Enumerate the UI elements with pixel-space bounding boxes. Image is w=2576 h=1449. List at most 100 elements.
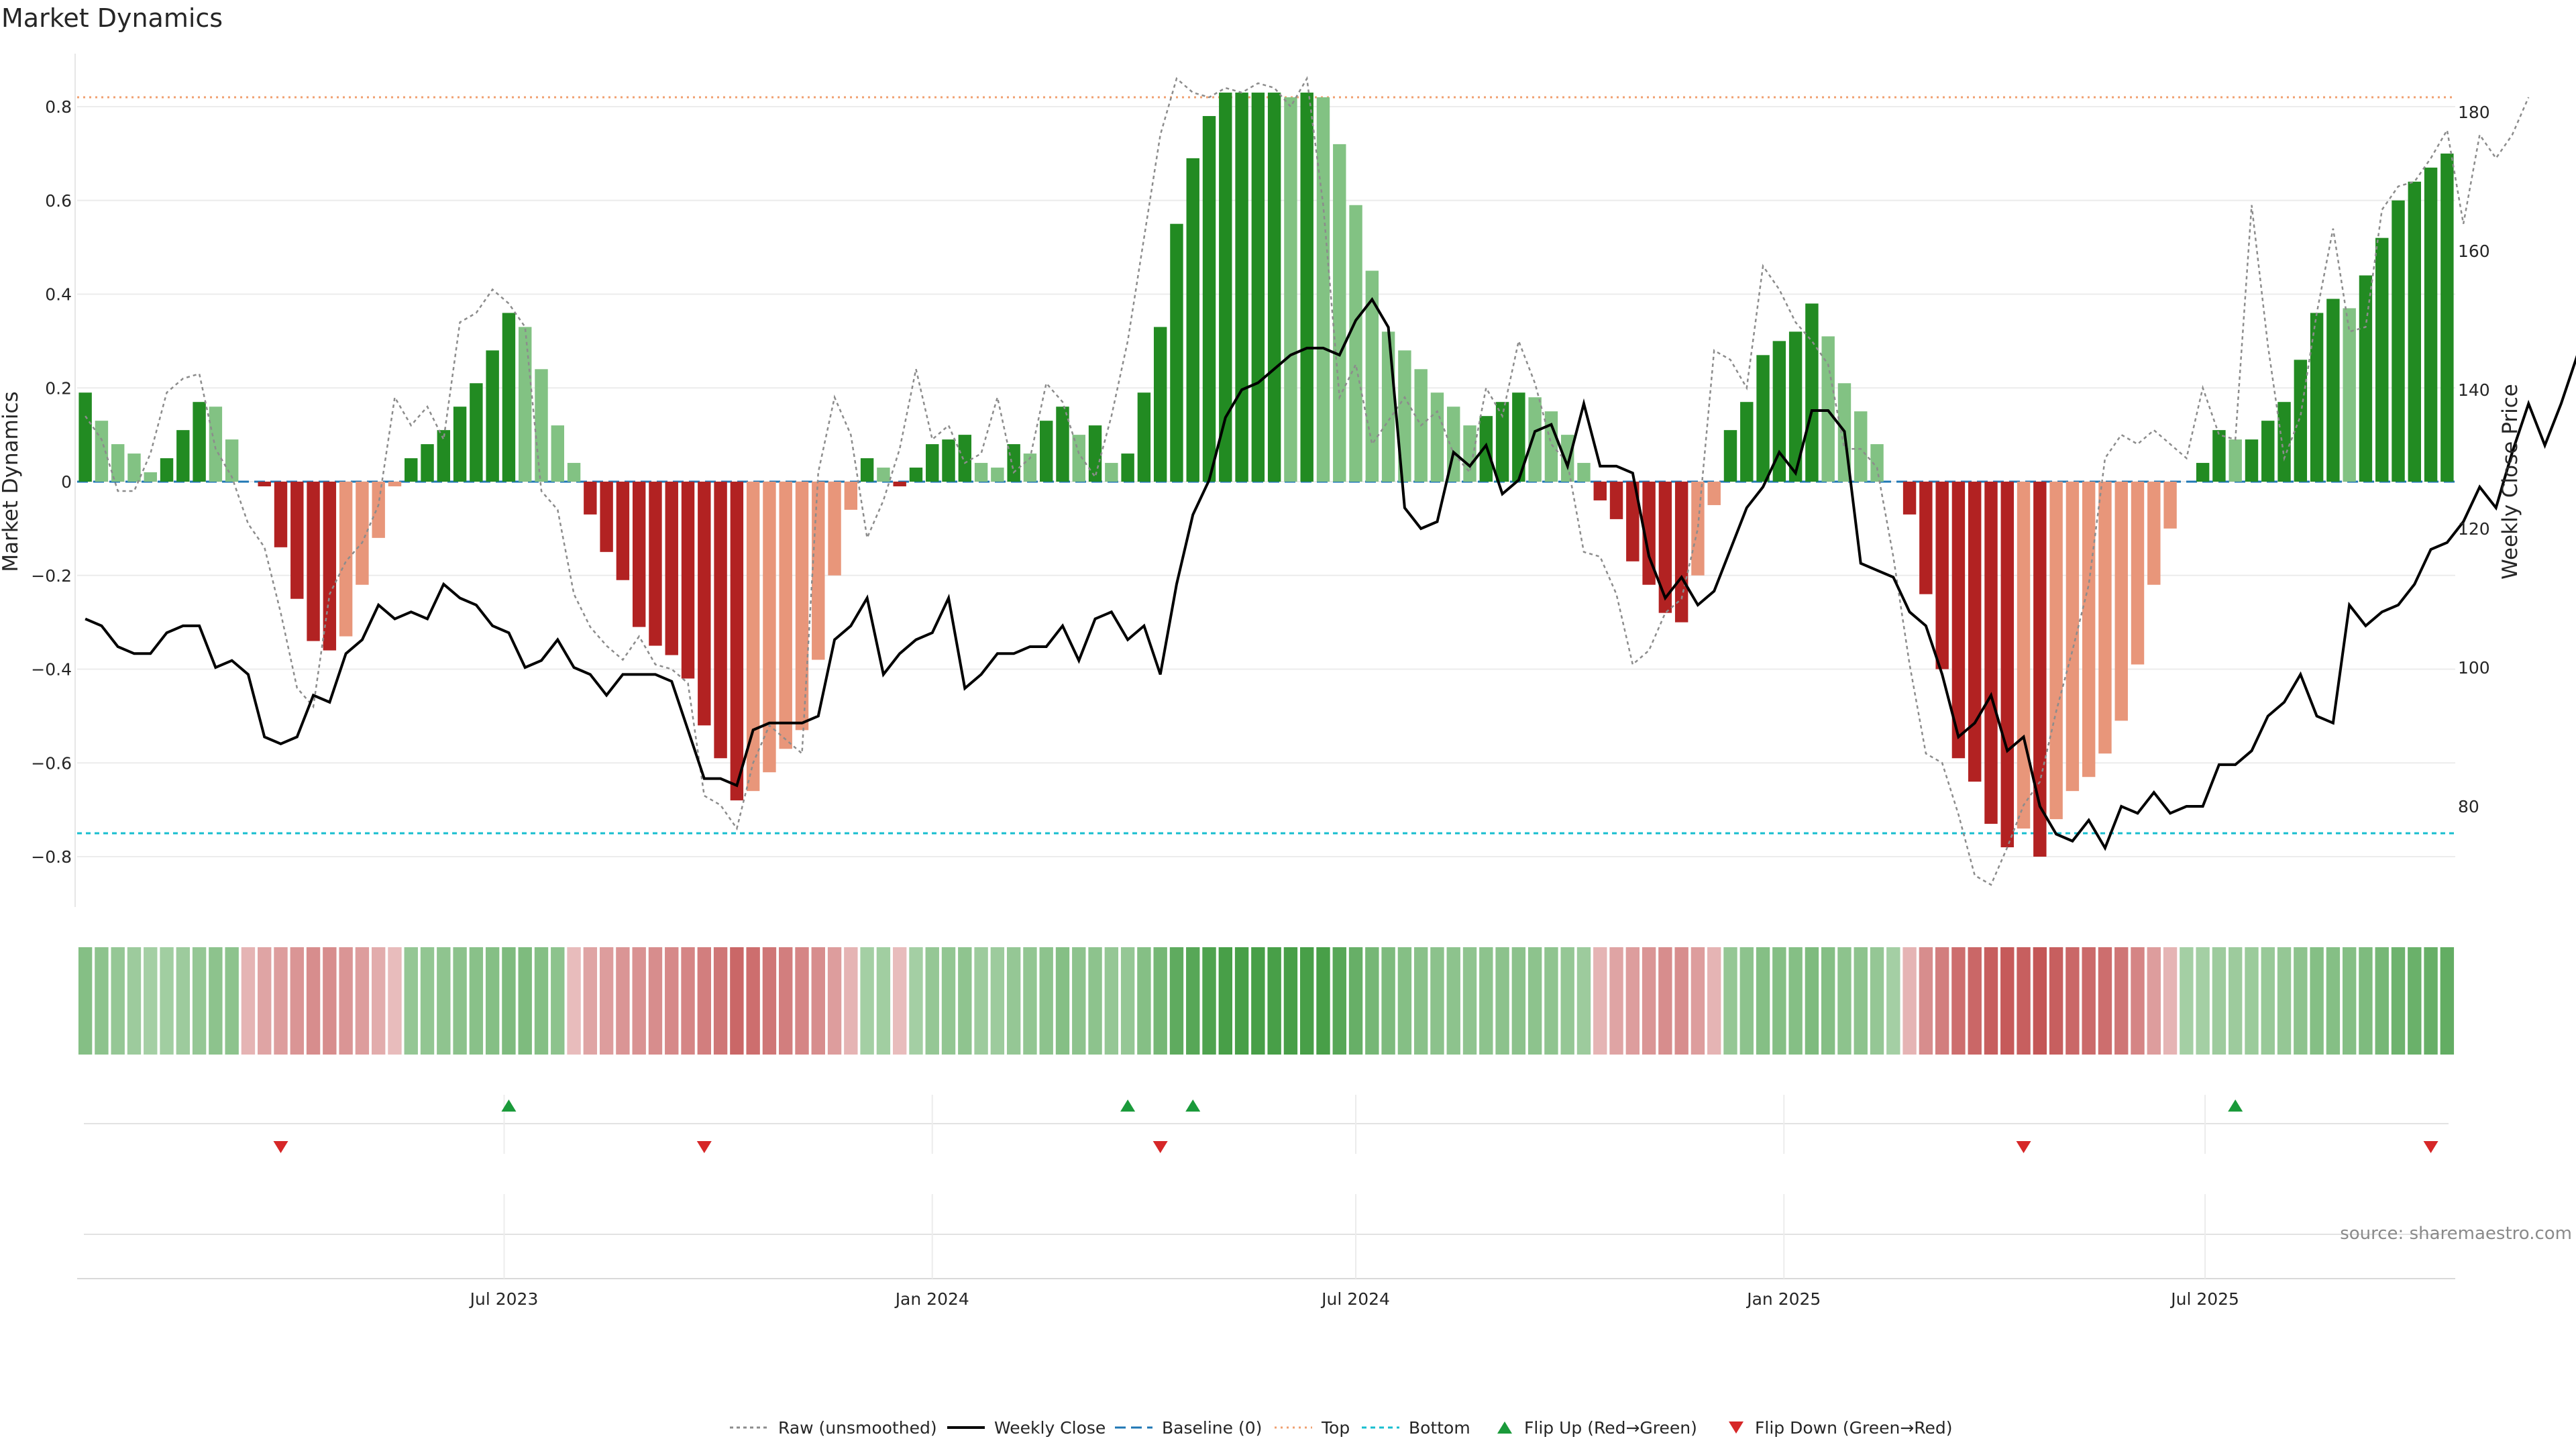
strip-cell bbox=[2131, 947, 2145, 1055]
strip-cell bbox=[355, 947, 370, 1055]
market-dynamics-bar bbox=[632, 482, 646, 627]
market-dynamics-bar bbox=[2245, 439, 2259, 482]
market-dynamics-bar bbox=[1658, 482, 1672, 613]
strip-cell bbox=[420, 947, 435, 1055]
strip-cell bbox=[1169, 947, 1184, 1055]
market-dynamics-bar bbox=[567, 463, 581, 482]
strip-cell bbox=[2310, 947, 2324, 1055]
flip-up-marker bbox=[2228, 1099, 2243, 1112]
market-dynamics-bar bbox=[763, 482, 776, 773]
strip-cell bbox=[1984, 947, 1998, 1055]
market-dynamics-bar bbox=[1284, 97, 1297, 482]
market-dynamics-bar bbox=[1316, 97, 1330, 482]
market-dynamics-bar bbox=[1039, 421, 1053, 482]
strip-cell bbox=[437, 947, 451, 1055]
strip-cell bbox=[2440, 947, 2455, 1055]
strip-cell bbox=[1251, 947, 1265, 1055]
strip-cell bbox=[2033, 947, 2047, 1055]
strip-cell bbox=[1658, 947, 1672, 1055]
strip-cell bbox=[1642, 947, 1656, 1055]
market-dynamics-bar bbox=[2147, 482, 2161, 585]
strip-cell bbox=[1756, 947, 1770, 1055]
strip-cell bbox=[1739, 947, 1754, 1055]
strip-cell bbox=[1381, 947, 1395, 1055]
flip-down-marker bbox=[1152, 1141, 1168, 1153]
market-dynamics-bar bbox=[2049, 482, 2063, 820]
strip-cell bbox=[1104, 947, 1119, 1055]
market-dynamics-bar bbox=[1772, 341, 1786, 482]
market-dynamics-bar bbox=[2408, 181, 2422, 482]
market-dynamics-bar bbox=[1235, 93, 1248, 482]
strip-cell bbox=[567, 947, 581, 1055]
market-dynamics-bar bbox=[584, 482, 597, 515]
strip-cell bbox=[1919, 947, 1933, 1055]
market-dynamics-bar bbox=[356, 482, 369, 585]
market-dynamics-bar bbox=[1023, 453, 1037, 482]
market-dynamics-bar bbox=[209, 407, 223, 482]
strip-cell bbox=[2049, 947, 2063, 1055]
strip-cell bbox=[2408, 947, 2422, 1055]
strip-cell bbox=[795, 947, 809, 1055]
strip-cell bbox=[1137, 947, 1151, 1055]
strip-cell bbox=[1511, 947, 1526, 1055]
market-dynamics-bar bbox=[1105, 463, 1118, 482]
strip-cell bbox=[551, 947, 565, 1055]
strip-cell bbox=[1462, 947, 1477, 1055]
flip-down-marker bbox=[696, 1141, 712, 1153]
market-dynamics-bar bbox=[2163, 482, 2177, 529]
market-dynamics-bar bbox=[2392, 200, 2405, 482]
market-dynamics-bar bbox=[193, 402, 206, 482]
strip-cell bbox=[1935, 947, 1949, 1055]
legend-label: Flip Up (Red→Green) bbox=[1524, 1418, 1697, 1438]
y-left-tick-label: 0.6 bbox=[45, 191, 72, 211]
strip-cell bbox=[1527, 947, 1542, 1055]
raw-unsmoothed-line bbox=[85, 76, 2530, 886]
market-dynamics-bar bbox=[1788, 331, 1803, 482]
market-dynamics-bar bbox=[176, 430, 190, 482]
weekly-close-line bbox=[85, 297, 2576, 851]
strip-cell bbox=[1707, 947, 1721, 1055]
market-dynamics-bar bbox=[2440, 153, 2454, 482]
market-dynamics-bar bbox=[535, 369, 548, 482]
strip-cell bbox=[1006, 947, 1021, 1055]
legend-label: Weekly Close bbox=[994, 1418, 1106, 1438]
market-dynamics-bar bbox=[2017, 482, 2031, 829]
market-dynamics-bar bbox=[453, 407, 467, 482]
market-dynamics-bar bbox=[877, 468, 890, 482]
strip-cell bbox=[388, 947, 402, 1055]
market-dynamics-bar bbox=[1723, 430, 1737, 482]
flip-down-marker bbox=[2423, 1141, 2438, 1153]
market-dynamics-bar bbox=[1349, 205, 1362, 482]
strip-cell bbox=[1576, 947, 1591, 1055]
strip-cell bbox=[2277, 947, 2292, 1055]
strip-cell bbox=[225, 947, 239, 1055]
strip-cell bbox=[1886, 947, 1900, 1055]
market-dynamics-bar bbox=[2310, 313, 2324, 482]
market-dynamics-bar bbox=[1560, 435, 1574, 482]
strip-cell bbox=[241, 947, 256, 1055]
flip-up-marker bbox=[1185, 1099, 1201, 1112]
strip-cell bbox=[192, 947, 207, 1055]
market-dynamics-bar bbox=[1202, 115, 1216, 482]
market-dynamics-bar bbox=[2261, 421, 2275, 482]
strip-cell bbox=[453, 947, 467, 1055]
strip-cell bbox=[1413, 947, 1428, 1055]
strip-cell bbox=[892, 947, 907, 1055]
market-dynamics-bar bbox=[828, 482, 841, 576]
strip-cell bbox=[1153, 947, 1167, 1055]
strip-cell bbox=[876, 947, 891, 1055]
strip-cell bbox=[1854, 947, 1868, 1055]
legend-label: Top bbox=[1321, 1418, 1350, 1438]
y-axis-left-label: Market Dynamics bbox=[0, 391, 23, 572]
market-dynamics-bar bbox=[958, 435, 972, 482]
market-dynamics-bar bbox=[2277, 402, 2291, 482]
market-dynamics-bar bbox=[2294, 360, 2308, 482]
strip-cell bbox=[1609, 947, 1623, 1055]
market-dynamics-bar bbox=[307, 482, 320, 641]
market-dynamics-bar bbox=[1463, 425, 1477, 482]
market-dynamics-bar bbox=[893, 482, 906, 486]
strip-cell bbox=[502, 947, 516, 1055]
market-dynamics-bar bbox=[405, 458, 418, 482]
market-dynamics-bar bbox=[127, 453, 141, 482]
y-right-tick-label: 140 bbox=[2458, 380, 2490, 400]
